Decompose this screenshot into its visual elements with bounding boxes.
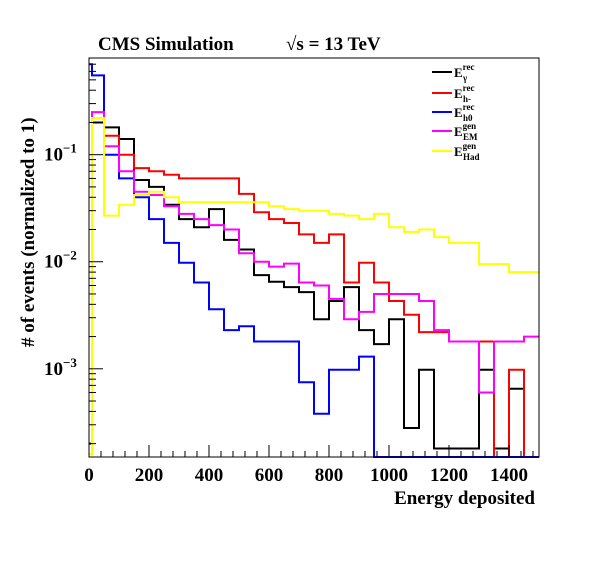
series-line-had: [89, 117, 539, 455]
x-tick-label: 600: [255, 465, 284, 486]
legend-label: Egen EM: [454, 121, 478, 142]
series-line-: [89, 121, 539, 458]
y-axis: 10−1 10−2 10−3: [44, 57, 103, 445]
legend-label: Egen Had: [454, 141, 480, 162]
plot-frame: [88, 57, 540, 458]
x-tick-label: 1000: [370, 465, 408, 486]
x-tick-label: 0: [84, 465, 94, 486]
x-tick-label: 400: [195, 465, 224, 486]
y-tick-label: 10−3: [44, 355, 77, 380]
x-tick-label: 1200: [430, 465, 468, 486]
chart-title: CMS Simulation: [98, 34, 234, 55]
y-tick-label: 10−1: [44, 141, 77, 166]
x-tick-label: 200: [135, 465, 164, 486]
legend-label: Erec γ: [454, 62, 475, 83]
y-axis-label: # of events (normalized to 1): [18, 117, 39, 347]
x-axis: 0 200 400 600 800 1000 1200 1400: [84, 445, 534, 486]
y-tick-label: 10−2: [44, 248, 77, 273]
legend-label: Erec h0: [454, 102, 475, 123]
x-tick-label: 800: [315, 465, 344, 486]
energy-label: √s = 13 TeV: [286, 34, 381, 55]
legend-label: Erec h-: [454, 83, 475, 104]
x-axis-label: Energy deposited: [394, 488, 535, 509]
x-tick-label: 1400: [490, 465, 528, 486]
